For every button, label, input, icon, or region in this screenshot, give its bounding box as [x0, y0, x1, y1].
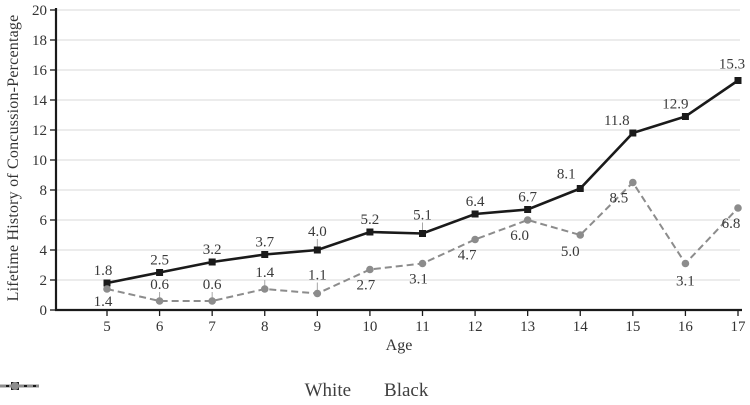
- white-series-marker: [313, 246, 321, 254]
- black-series-marker: [155, 297, 164, 305]
- x-axis-title: Age: [385, 337, 413, 354]
- black-series-marker: [366, 265, 374, 274]
- white-series-marker: [366, 228, 374, 236]
- x-tick-label: 8: [261, 319, 269, 335]
- white-data-label: 6.7: [518, 190, 537, 206]
- white-series-marker: [419, 230, 426, 237]
- legend-label-white: White: [304, 380, 352, 401]
- white-data-label: 1.8: [94, 263, 113, 279]
- black-data-label: 1.4: [94, 294, 113, 310]
- legend-item-black: Black: [0, 380, 429, 402]
- x-tick-label: 16: [678, 319, 694, 335]
- white-series-marker: [524, 206, 532, 213]
- white-data-label: 4.0: [308, 224, 327, 240]
- y-tick-label: 2: [40, 273, 48, 289]
- white-data-label: 15.3: [719, 57, 745, 73]
- black-data-label: 2.7: [357, 278, 376, 294]
- white-data-label: 12.9: [662, 97, 688, 113]
- y-tick-label: 6: [40, 213, 48, 229]
- black-data-label: 0.6: [203, 277, 222, 293]
- x-tick-label: 7: [208, 319, 216, 335]
- white-series-marker: [156, 269, 164, 276]
- x-tick-label: 6: [156, 319, 164, 335]
- x-tick-label: 12: [468, 319, 483, 335]
- x-tick-label: 15: [625, 319, 640, 335]
- black-series-marker: [576, 231, 585, 239]
- white-data-label: 5.1: [413, 208, 432, 224]
- white-series-line: [106, 79, 739, 285]
- black-data-label: 1.1: [308, 268, 327, 284]
- legend: White Black: [0, 378, 740, 404]
- y-tick-label: 8: [40, 183, 48, 199]
- white-series-marker: [103, 279, 111, 287]
- black-data-label: 0.6: [150, 277, 169, 293]
- white-data-label: 3.2: [203, 242, 222, 258]
- white-series-marker: [471, 210, 479, 218]
- x-tick-label: 10: [362, 319, 377, 335]
- white-series-marker: [734, 77, 742, 84]
- y-tick-label: 16: [32, 63, 48, 79]
- x-tick-label: 9: [314, 319, 322, 335]
- white-data-label: 5.2: [361, 212, 380, 228]
- white-series-marker: [681, 113, 689, 120]
- y-tick-label: 18: [32, 33, 47, 49]
- y-tick-label: 0: [40, 303, 48, 319]
- black-series-marker: [681, 259, 690, 268]
- black-data-label: 5.0: [561, 244, 580, 260]
- y-tick-label: 12: [32, 123, 47, 139]
- black-series-marker: [523, 216, 532, 224]
- black-series-marker: [103, 285, 111, 293]
- y-axis-title: Lifetime History of Concussion-Percentag…: [5, 14, 22, 302]
- legend-label-black: Black: [384, 380, 429, 401]
- black-data-label: 1.4: [255, 265, 274, 281]
- black-data-label: 3.1: [409, 272, 428, 288]
- legend-item-white: White: [0, 380, 352, 402]
- x-tick-label: 11: [415, 319, 429, 335]
- black-data-label: 6.8: [722, 216, 741, 232]
- x-tick-label: 14: [573, 319, 589, 335]
- y-tick-label: 4: [40, 243, 48, 259]
- y-tick-label: 10: [32, 153, 47, 169]
- white-data-label: 3.7: [255, 235, 274, 251]
- black-data-label: 3.1: [676, 274, 695, 290]
- x-tick-label: 5: [103, 319, 111, 335]
- black-series-marker: [734, 204, 742, 212]
- white-data-label: 8.1: [557, 167, 576, 183]
- black-data-label: 8.5: [609, 191, 628, 207]
- white-data-label: 6.4: [466, 194, 485, 210]
- white-data-label: 11.8: [604, 113, 630, 129]
- black-series-marker: [260, 285, 269, 293]
- black-series-marker: [471, 235, 479, 244]
- black-data-label: 6.0: [510, 228, 529, 244]
- black-series-line-sample: [0, 382, 39, 390]
- white-series-marker: [629, 129, 637, 137]
- black-series-marker: [418, 259, 427, 268]
- black-data-label: 4.7: [458, 248, 477, 264]
- white-series-marker: [576, 185, 584, 192]
- black-series-marker: [629, 178, 637, 187]
- black-series-marker: [208, 297, 216, 305]
- y-tick-label: 14: [32, 93, 48, 109]
- y-tick-label: 20: [32, 3, 47, 19]
- white-series-marker: [208, 258, 216, 266]
- x-tick-label: 13: [520, 319, 535, 335]
- white-data-label: 2.5: [150, 253, 169, 269]
- white-series-marker: [261, 251, 269, 258]
- black-series-marker: [313, 289, 322, 298]
- x-tick-label: 17: [731, 319, 747, 335]
